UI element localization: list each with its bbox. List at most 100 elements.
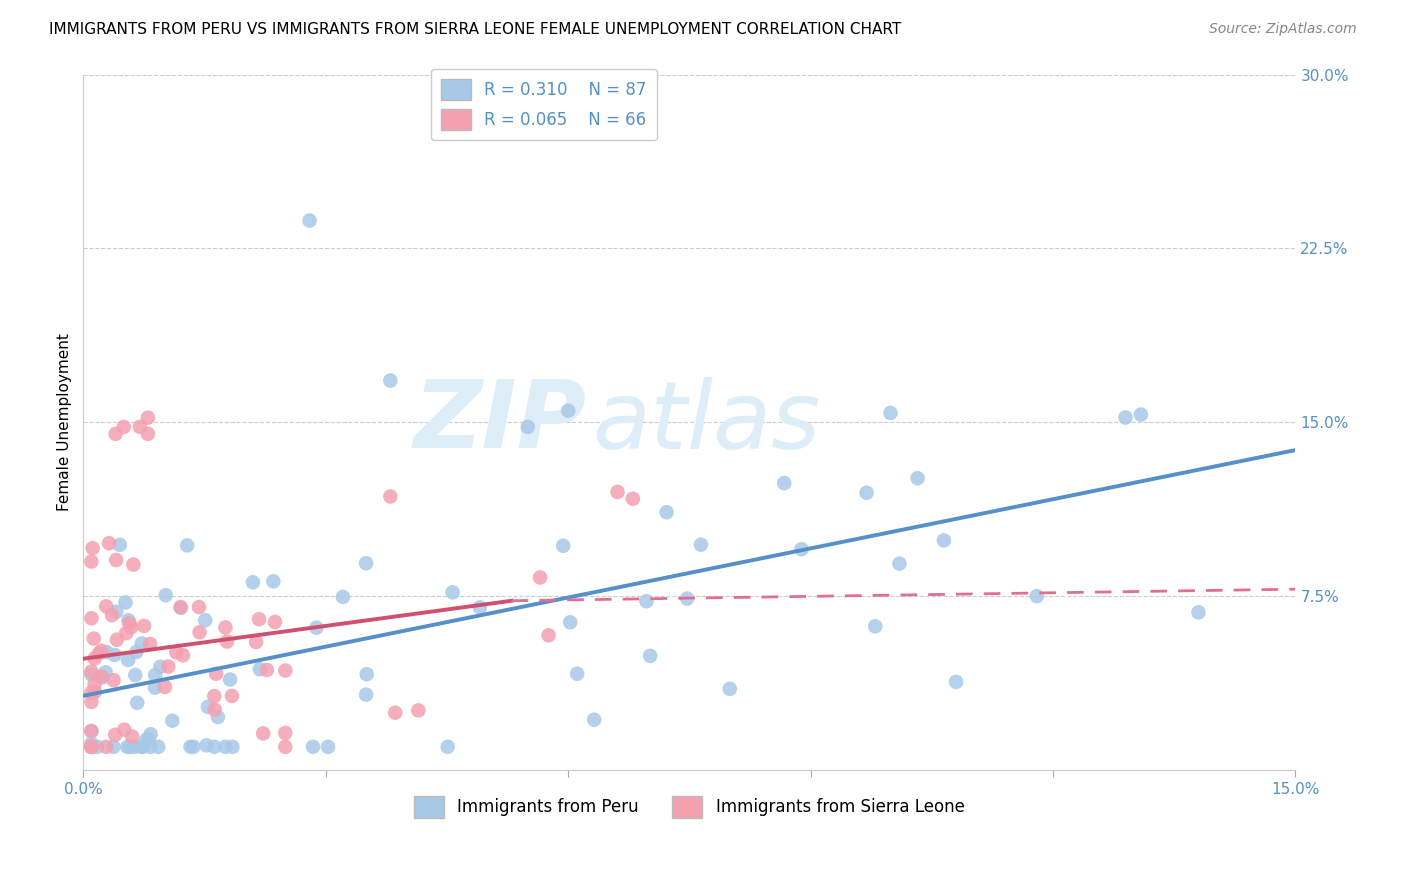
Point [380, 490, 402, 504]
Point [83, 651, 105, 665]
Point [80, 695, 103, 709]
Point [537, 628, 560, 642]
Point [91, 670, 114, 684]
Point [104, 728, 127, 742]
Point [112, 723, 135, 737]
Point [132, 739, 155, 754]
Point [202, 739, 225, 754]
Point [183, 739, 205, 754]
Point [162, 714, 184, 728]
Point [118, 616, 141, 631]
Point [124, 668, 146, 682]
Point [195, 739, 218, 753]
Point [136, 410, 159, 425]
Point [264, 615, 287, 629]
Point [83, 632, 105, 646]
Point [1114, 410, 1136, 425]
Text: IMMIGRANTS FROM PERU VS IMMIGRANTS FROM SIERRA LEONE FEMALE UNEMPLOYMENT CORRELA: IMMIGRANTS FROM PERU VS IMMIGRANTS FROM … [49, 22, 901, 37]
Point [84, 685, 107, 699]
Point [354, 688, 377, 702]
Point [468, 600, 491, 615]
Point [127, 696, 149, 710]
Point [188, 625, 211, 640]
Point [122, 558, 145, 572]
Point [676, 591, 699, 606]
Point [131, 739, 153, 754]
Point [621, 491, 644, 506]
Point [436, 739, 458, 754]
Point [80, 739, 103, 754]
Point [135, 732, 157, 747]
Point [117, 613, 139, 627]
Point [155, 588, 177, 602]
Point [105, 632, 128, 647]
Point [274, 739, 297, 754]
Point [101, 608, 124, 623]
Point [262, 574, 284, 589]
Point [529, 570, 551, 584]
Point [638, 648, 661, 663]
Point [242, 575, 264, 590]
Point [131, 636, 153, 650]
Point [256, 663, 278, 677]
Point [1129, 408, 1152, 422]
Point [138, 732, 160, 747]
Point [879, 406, 901, 420]
Point [302, 739, 325, 754]
Point [149, 660, 172, 674]
Point [516, 420, 538, 434]
Point [96, 739, 118, 754]
Point [202, 689, 225, 703]
Point [215, 634, 238, 648]
Point [932, 533, 955, 548]
Point [169, 599, 191, 614]
Point [165, 645, 187, 659]
Point [1187, 605, 1209, 619]
Point [105, 605, 128, 619]
Point [855, 485, 877, 500]
Point [80, 739, 103, 754]
Point [132, 619, 155, 633]
Point [86, 739, 108, 754]
Point [124, 739, 146, 754]
Point [108, 538, 131, 552]
Point [90, 644, 112, 658]
Point [94, 665, 117, 680]
Point [172, 648, 194, 663]
Point [197, 699, 219, 714]
Point [316, 739, 339, 754]
Point [907, 471, 929, 485]
Point [356, 667, 378, 681]
Point [176, 538, 198, 552]
Point [128, 420, 150, 434]
Text: atlas: atlas [592, 376, 821, 467]
Text: ZIP: ZIP [413, 376, 586, 468]
Point [80, 739, 103, 754]
Point [80, 724, 103, 739]
Point [245, 635, 267, 649]
Point [139, 637, 162, 651]
Point [96, 645, 118, 659]
Point [143, 681, 166, 695]
Point [408, 703, 430, 717]
Point [305, 621, 328, 635]
Point [606, 485, 628, 500]
Point [153, 680, 176, 694]
Point [718, 681, 741, 696]
Point [80, 665, 103, 679]
Point [157, 659, 180, 673]
Point [104, 648, 127, 662]
Point [104, 426, 127, 441]
Point [219, 673, 242, 687]
Point [136, 426, 159, 441]
Point [80, 667, 103, 681]
Point [80, 685, 103, 699]
Point [332, 590, 354, 604]
Point [117, 739, 139, 754]
Point [114, 595, 136, 609]
Point [790, 542, 813, 557]
Point [187, 600, 209, 615]
Point [252, 726, 274, 740]
Point [889, 557, 911, 571]
Point [117, 653, 139, 667]
